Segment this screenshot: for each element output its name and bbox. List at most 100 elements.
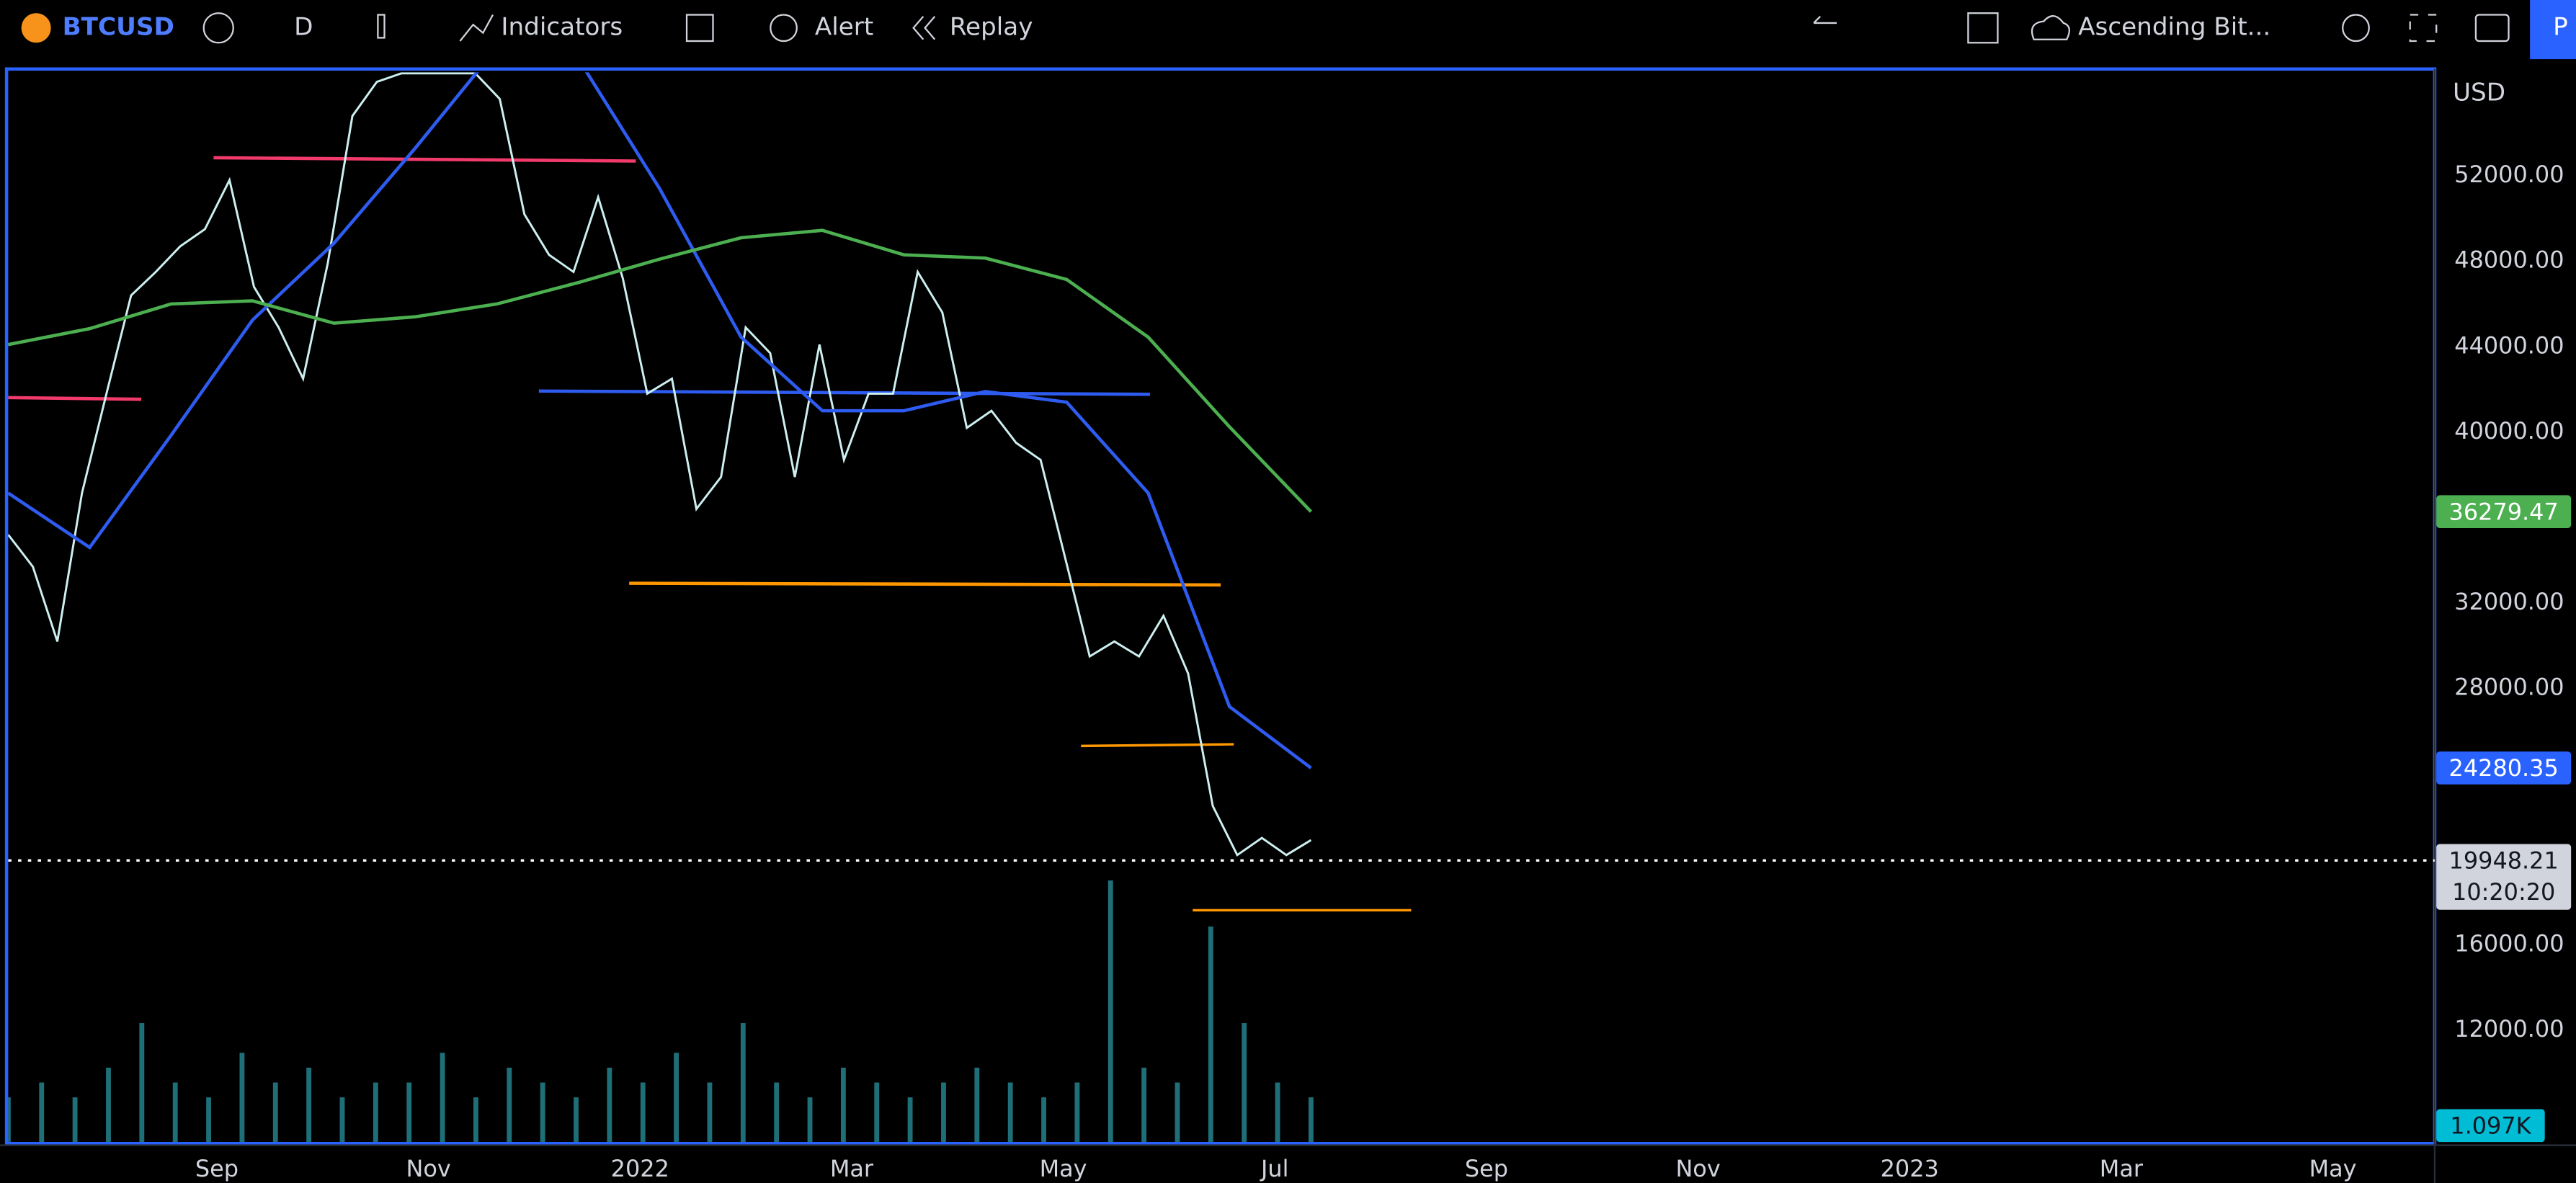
level-line: [538, 389, 1150, 396]
price-label: 24280.35: [2449, 754, 2559, 782]
toolbar: BTCUSD D Indicators Alert Replay Ascendi…: [0, 0, 2576, 60]
axes: 52000.00 48000.00 44000.00 40000.00 32000.00…: [195, 161, 2572, 1182]
toolbar-bg: [0, 0, 2576, 60]
alert-icon: [770, 14, 798, 43]
level-line: [8, 396, 142, 401]
y-tick-label: 48000.00: [2454, 246, 2564, 274]
replay[interactable]: Replay: [950, 12, 1033, 41]
volume-bar: [1107, 880, 1113, 1142]
volume-bar: [874, 1082, 880, 1142]
price-line: [8, 72, 1312, 857]
x-tick-label: 2022: [611, 1155, 669, 1182]
plot: [8, 72, 2435, 1142]
price-label: 19948.21: [2449, 847, 2559, 875]
publish[interactable]: P: [2553, 12, 2568, 41]
volume-bar: [272, 1082, 278, 1142]
y-tick-label: 52000.00: [2454, 161, 2564, 188]
volume-bar: [540, 1082, 545, 1142]
level-line: [213, 156, 636, 163]
cloud-icon: [2031, 15, 2070, 40]
moving-average: [8, 72, 1312, 769]
x-tick-label: Sep: [1465, 1155, 1508, 1182]
volume-bar: [840, 1067, 846, 1142]
x-tick-label: Mar: [830, 1155, 874, 1182]
y-tick-label: 12000.00: [2454, 1015, 2564, 1043]
volume-bar: [406, 1082, 412, 1142]
volume-bar: [807, 1097, 813, 1142]
replay-icon: [912, 16, 936, 40]
add-icon[interactable]: [202, 12, 234, 44]
x-tick-label: Mar: [2100, 1155, 2144, 1182]
volume-label: 1.097K: [2450, 1112, 2531, 1140]
x-tick-label: Nov: [1675, 1155, 1720, 1182]
moving-average: [8, 228, 1313, 513]
volume-bar: [907, 1097, 913, 1142]
volume-bar: [1242, 1023, 1247, 1142]
price-label-bg: [2436, 844, 2572, 910]
volume-bar: [239, 1053, 245, 1142]
alert[interactable]: Alert: [815, 12, 873, 41]
volume-bar: [574, 1097, 579, 1142]
fullscreen[interactable]: [2409, 14, 2438, 43]
y-tick-label: 40000.00: [2454, 417, 2564, 445]
y-tick-label: 32000.00: [2454, 588, 2564, 615]
candle-icon[interactable]: [377, 14, 385, 39]
volume-bar: [1208, 926, 1213, 1142]
layout-icon[interactable]: [1967, 12, 1999, 44]
volume-bar: [640, 1082, 646, 1142]
drawings: [8, 156, 1412, 912]
undo[interactable]: [1813, 15, 1837, 24]
x-tick-label: 2023: [1881, 1155, 1939, 1182]
publish-btn[interactable]: [2530, 0, 2576, 60]
volume-bar: [1175, 1082, 1180, 1142]
volume-bar: [1275, 1082, 1280, 1142]
interval[interactable]: D: [294, 12, 313, 41]
snapshot[interactable]: [2474, 14, 2510, 43]
price-label-bg: [2436, 495, 2572, 528]
x-tick-label: Nov: [406, 1155, 450, 1182]
volume-bar: [206, 1097, 211, 1142]
volume-bar: [974, 1067, 980, 1142]
volume-bar: [172, 1082, 178, 1142]
chart-pane: [4, 67, 2437, 1146]
layout-name[interactable]: Ascending Bit...: [2078, 12, 2270, 41]
settings[interactable]: [2342, 14, 2370, 43]
volume-bar: [72, 1097, 78, 1142]
volume-bar: [607, 1067, 612, 1142]
volume-bar: [440, 1053, 445, 1142]
currency[interactable]: USD: [2453, 78, 2505, 107]
indicators-icon: [459, 14, 494, 42]
price-label: 36279.47: [2449, 498, 2559, 525]
volume-bar: [306, 1067, 312, 1142]
volume-bar: [39, 1082, 45, 1142]
volume-bar: [1041, 1097, 1046, 1142]
btc-icon: [21, 13, 51, 43]
volume-bar: [1074, 1082, 1080, 1142]
indicators[interactable]: Indicators: [501, 12, 623, 41]
volume-label-bg: [2436, 1109, 2545, 1143]
x-tick-label: May: [2309, 1155, 2357, 1182]
volume-bar: [1007, 1082, 1013, 1142]
volume-bar: [139, 1023, 145, 1142]
volume-bar: [1141, 1067, 1147, 1142]
y-tick-label: 28000.00: [2454, 674, 2564, 701]
volume-bar: [8, 1097, 11, 1142]
x-tick-label: May: [1040, 1155, 1087, 1182]
symbol[interactable]: BTCUSD: [63, 12, 174, 41]
y-tick-label: 44000.00: [2454, 331, 2564, 359]
y-tick-label: 16000.00: [2454, 929, 2564, 957]
volume-bar: [507, 1067, 512, 1142]
templates-icon[interactable]: [685, 14, 714, 43]
volume-bar: [674, 1053, 679, 1142]
volume-bar: [339, 1097, 345, 1142]
countdown: 10:20:20: [2452, 878, 2555, 906]
x-tick-label: Jul: [1260, 1155, 1288, 1182]
volume-bar: [473, 1097, 478, 1142]
level-line: [1081, 743, 1234, 748]
volume-bar: [373, 1082, 378, 1142]
price-label-bg: [2436, 751, 2572, 785]
x-tick-label: Sep: [195, 1155, 239, 1182]
level-line: [629, 581, 1221, 587]
